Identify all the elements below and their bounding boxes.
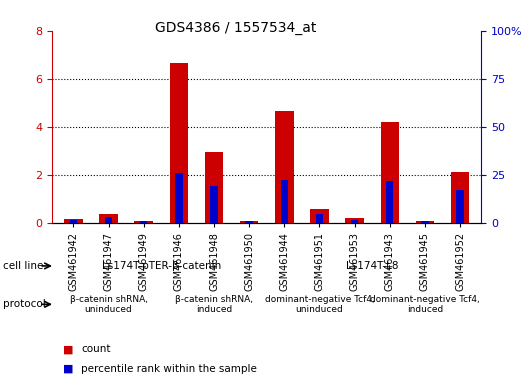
- Bar: [240, 221, 258, 223]
- Text: Ls174T-pTER-β-catenin: Ls174T-pTER-β-catenin: [101, 261, 221, 271]
- Bar: [275, 111, 293, 223]
- Bar: [134, 221, 153, 223]
- Bar: [99, 214, 118, 223]
- Text: cell line: cell line: [3, 261, 43, 271]
- Bar: [175, 173, 183, 223]
- Text: dominant-negative Tcf4,
uninduced: dominant-negative Tcf4, uninduced: [265, 295, 374, 314]
- Bar: [64, 219, 83, 223]
- Bar: [451, 172, 469, 223]
- Bar: [281, 180, 288, 223]
- Bar: [70, 220, 77, 223]
- Text: Ls174T-L8: Ls174T-L8: [346, 261, 399, 271]
- Bar: [316, 214, 323, 223]
- Bar: [310, 209, 328, 223]
- Bar: [381, 122, 399, 223]
- Bar: [140, 221, 147, 223]
- Text: ■: ■: [63, 344, 73, 354]
- Text: ■: ■: [63, 364, 73, 374]
- Bar: [169, 63, 188, 223]
- Bar: [345, 218, 364, 223]
- Bar: [351, 220, 358, 223]
- Bar: [210, 186, 218, 223]
- Bar: [105, 217, 112, 223]
- Text: dominant-negative Tcf4,
induced: dominant-negative Tcf4, induced: [370, 295, 480, 314]
- Bar: [386, 182, 393, 223]
- Text: protocol: protocol: [3, 299, 46, 310]
- Bar: [457, 190, 464, 223]
- Bar: [421, 221, 429, 223]
- Text: GDS4386 / 1557534_at: GDS4386 / 1557534_at: [155, 21, 316, 35]
- Bar: [205, 152, 223, 223]
- Text: β-catenin shRNA,
induced: β-catenin shRNA, induced: [175, 295, 253, 314]
- Text: percentile rank within the sample: percentile rank within the sample: [81, 364, 257, 374]
- Bar: [416, 221, 434, 223]
- Text: β-catenin shRNA,
uninduced: β-catenin shRNA, uninduced: [70, 295, 147, 314]
- Bar: [245, 221, 253, 223]
- Text: count: count: [81, 344, 110, 354]
